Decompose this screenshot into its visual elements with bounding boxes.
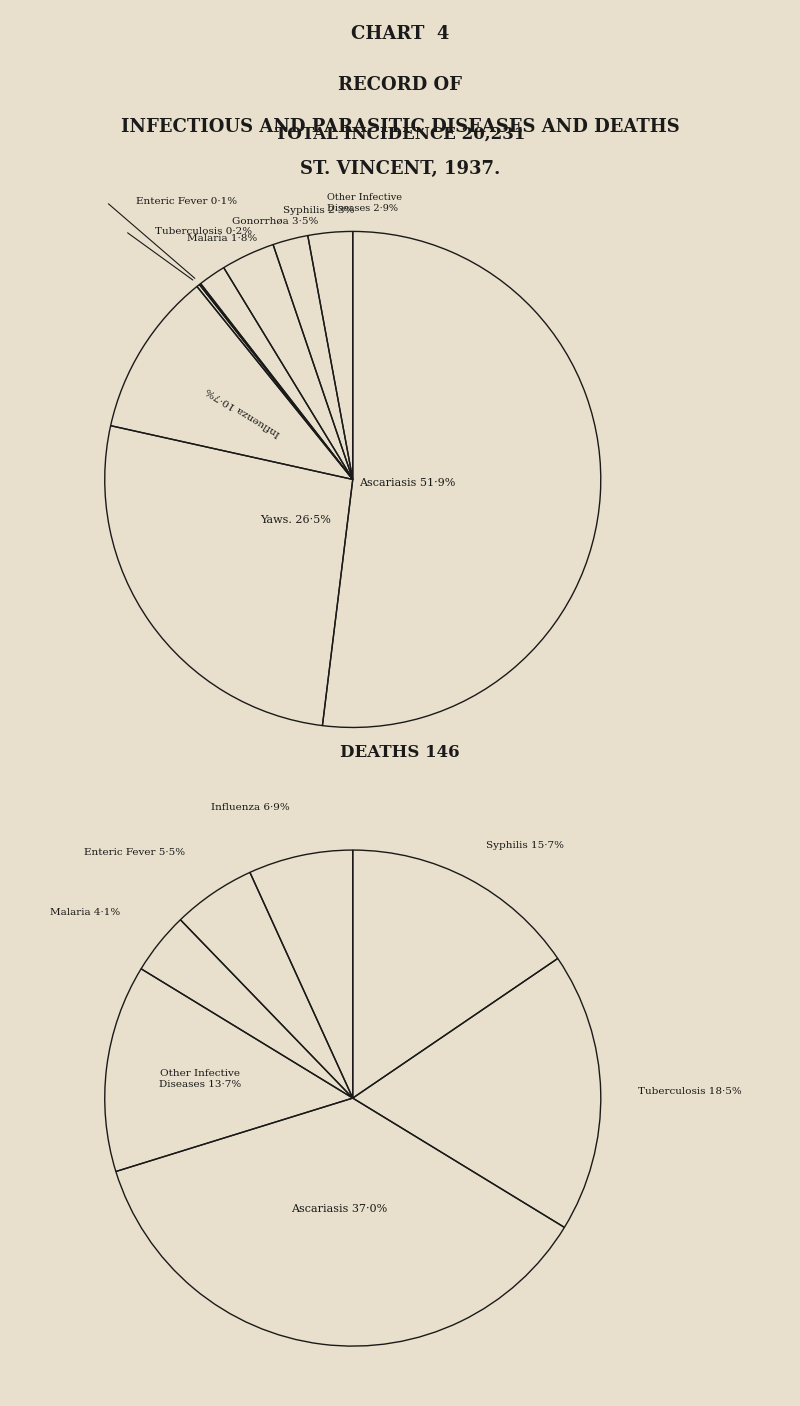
Text: Other Infective
Diseases 13·7%: Other Infective Diseases 13·7%	[159, 1070, 242, 1088]
Text: ST. VINCENT, 1937.: ST. VINCENT, 1937.	[300, 160, 500, 179]
Text: Syphilis 2·3%: Syphilis 2·3%	[282, 207, 354, 215]
Text: Malaria 4·1%: Malaria 4·1%	[50, 907, 121, 917]
Text: Tuberculosis 18·5%: Tuberculosis 18·5%	[638, 1087, 742, 1095]
Text: Enteric Fever 5·5%: Enteric Fever 5·5%	[84, 848, 186, 856]
Text: INFECTIOUS AND PARASITIC DISEASES AND DEATHS: INFECTIOUS AND PARASITIC DISEASES AND DE…	[121, 118, 679, 136]
Text: Influenza 10·7%: Influenza 10·7%	[205, 385, 282, 437]
Text: Tuberculosis 0·2%: Tuberculosis 0·2%	[155, 226, 252, 236]
Text: Ascariasis 37·0%: Ascariasis 37·0%	[291, 1204, 387, 1213]
Text: Yaws. 26·5%: Yaws. 26·5%	[261, 515, 331, 524]
Text: CHART  4: CHART 4	[351, 25, 449, 44]
Text: Enteric Fever 0·1%: Enteric Fever 0·1%	[136, 197, 237, 207]
Text: Malaria 1·8%: Malaria 1·8%	[186, 233, 257, 243]
Text: Other Infective
Diseases 2·9%: Other Infective Diseases 2·9%	[327, 193, 402, 212]
Text: TOTAL INCIDENCE 20,231: TOTAL INCIDENCE 20,231	[275, 127, 525, 143]
Text: RECORD OF: RECORD OF	[338, 76, 462, 94]
Text: Gonorrhøa 3·5%: Gonorrhøa 3·5%	[232, 217, 318, 225]
Text: Influenza 6·9%: Influenza 6·9%	[211, 803, 290, 811]
Text: DEATHS 146: DEATHS 146	[340, 745, 460, 762]
Text: Syphilis 15·7%: Syphilis 15·7%	[486, 841, 564, 851]
Text: Ascariasis 51·9%: Ascariasis 51·9%	[359, 478, 455, 488]
